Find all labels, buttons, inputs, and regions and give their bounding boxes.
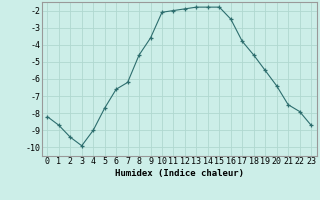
- X-axis label: Humidex (Indice chaleur): Humidex (Indice chaleur): [115, 169, 244, 178]
